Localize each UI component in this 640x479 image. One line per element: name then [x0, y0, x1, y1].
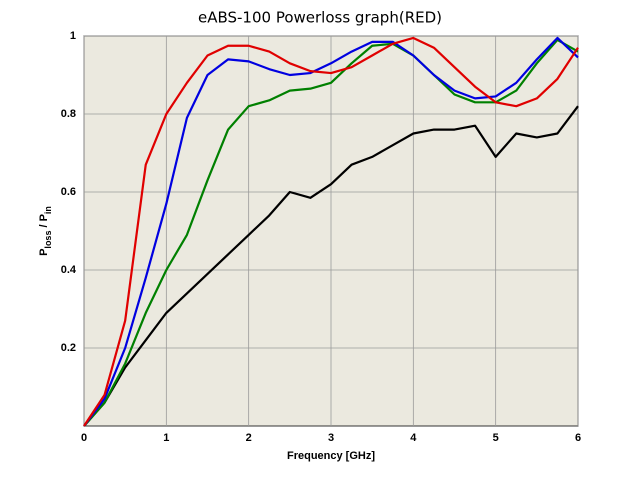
x-tick-label: 4: [410, 432, 417, 444]
y-axis-label-part: P: [38, 249, 50, 256]
y-axis-label: Ploss / Pin: [38, 206, 53, 256]
chart-title: eABS-100 Powerloss graph(RED): [198, 9, 442, 27]
x-tick-label: 0: [81, 432, 87, 444]
y-axis-label-part: / P: [38, 214, 50, 227]
x-tick-label: 5: [493, 432, 499, 444]
series-line: [83, 36, 579, 427]
series-line: [83, 36, 579, 427]
x-tick-label: 2: [246, 432, 252, 444]
y-tick-label: 1: [70, 30, 76, 42]
y-tick-label: 0.4: [61, 264, 77, 276]
y-tick-label: 0.6: [61, 186, 76, 198]
x-tick-label: 6: [575, 432, 581, 444]
x-tick-label: 1: [163, 432, 169, 444]
x-tick-label: 3: [328, 432, 334, 444]
y-tick-label: 0.2: [61, 342, 76, 354]
y-axis-label-part: loss: [43, 231, 53, 249]
series-line: [83, 105, 579, 427]
x-axis-label: Frequency [GHz]: [287, 450, 375, 462]
y-axis-label-part: in: [43, 206, 53, 214]
y-tick-label: 0.8: [61, 108, 76, 120]
